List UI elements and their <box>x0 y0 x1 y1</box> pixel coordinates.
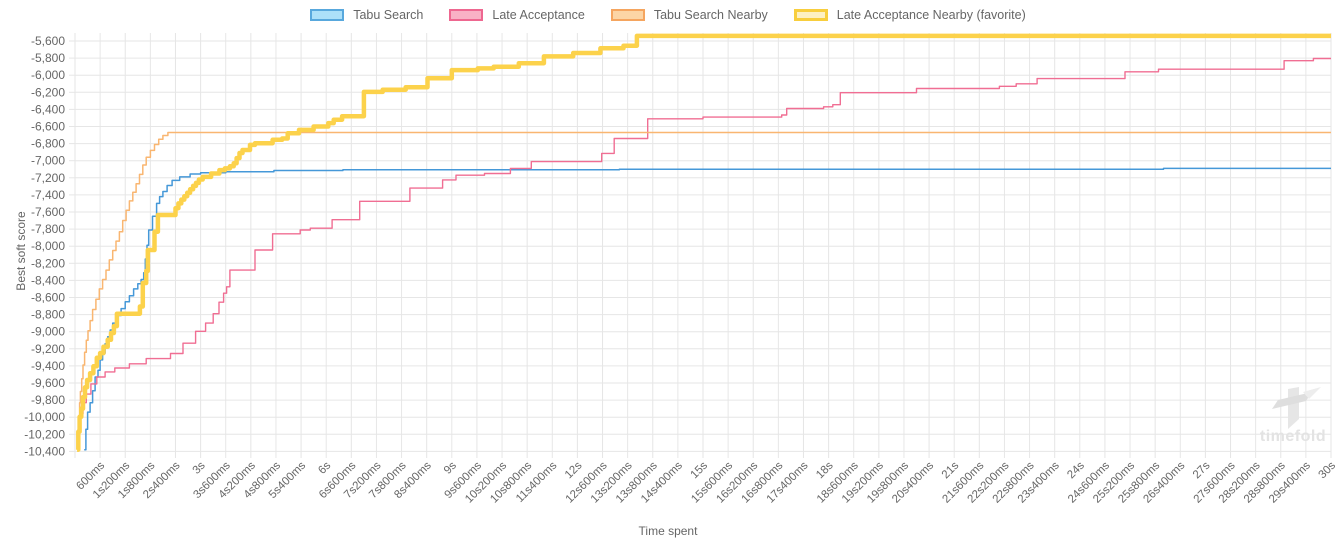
y-tick-label: -8,000 <box>31 239 65 253</box>
y-tick-label: -9,800 <box>31 393 65 407</box>
timefold-logo-icon <box>1303 387 1321 399</box>
series-line-late-acceptance <box>77 57 1331 448</box>
y-tick-label: -10,200 <box>24 427 65 441</box>
legend-swatch-icon <box>310 9 345 21</box>
y-tick-label: -6,400 <box>31 102 65 116</box>
legend-item-tabu-search-nearby[interactable]: Tabu Search Nearby <box>610 8 768 22</box>
y-tick-label: -7,600 <box>31 205 65 219</box>
legend-item-tabu-search[interactable]: Tabu Search <box>310 8 423 22</box>
y-tick-label: -5,600 <box>31 34 65 48</box>
y-tick-label: -10,000 <box>24 410 65 424</box>
y-tick-label: -9,000 <box>31 325 65 339</box>
legend-swatch-icon <box>793 9 828 21</box>
y-tick-label: -8,200 <box>31 256 65 270</box>
y-tick-label: -8,400 <box>31 273 65 287</box>
x-tick-label: 3s <box>191 459 208 476</box>
x-tick-label: 30s <box>1317 459 1336 481</box>
x-tick-label: 27s <box>1191 459 1213 481</box>
series-line-tabu-search <box>84 167 1331 451</box>
x-tick-label: 9s <box>442 459 459 476</box>
y-tick-label: -7,200 <box>31 171 65 185</box>
timefold-watermark-text: timefold <box>1259 428 1327 445</box>
y-tick-label: -8,800 <box>31 308 65 322</box>
y-tick-label: -7,400 <box>31 188 65 202</box>
y-tick-label: -8,600 <box>31 291 65 305</box>
y-tick-label: -9,200 <box>31 342 65 356</box>
series-line-tabu-search-nearby <box>77 131 1331 451</box>
legend-swatch-icon <box>610 9 645 21</box>
legend-item-label: Late Acceptance <box>492 8 585 22</box>
y-tick-label: -5,800 <box>31 51 65 65</box>
x-axis-title: Time spent <box>638 524 698 538</box>
legend-item-label: Tabu Search <box>353 8 424 22</box>
y-tick-label: -9,400 <box>31 359 65 373</box>
legend-item-label: Late Acceptance Nearby (favorite) <box>836 8 1026 22</box>
y-tick-label: -10,400 <box>24 444 65 458</box>
timefold-logo-icon <box>1288 387 1299 429</box>
x-tick-label: 24s <box>1065 459 1087 481</box>
x-tick-label: 15s <box>689 459 711 481</box>
timefold-logo-icon <box>1272 392 1312 409</box>
y-tick-label: -6,200 <box>31 85 65 99</box>
x-tick-label: 21s <box>940 459 962 481</box>
y-axis-title: Best soft score <box>14 211 28 291</box>
x-tick-label: 12s <box>563 459 585 481</box>
y-tick-label: -9,600 <box>31 376 65 390</box>
legend-swatch-icon <box>449 9 484 21</box>
y-tick-label: -7,000 <box>31 154 65 168</box>
legend-item-late-acceptance-nearby-favorite[interactable]: Late Acceptance Nearby (favorite) <box>793 8 1026 22</box>
chart-legend: Tabu Search Late Acceptance Tabu Search Ne… <box>0 8 1336 22</box>
y-tick-label: -6,800 <box>31 137 65 151</box>
series-line-late-acceptance-nearby-favorite <box>76 33 1331 452</box>
y-tick-label: -6,600 <box>31 120 65 134</box>
legend-item-late-acceptance[interactable]: Late Acceptance <box>449 8 585 22</box>
y-tick-label: -6,000 <box>31 68 65 82</box>
legend-item-label: Tabu Search Nearby <box>653 8 768 22</box>
x-tick-label: 18s <box>814 459 836 481</box>
y-tick-label: -7,800 <box>31 222 65 236</box>
x-tick-label: 6s <box>316 459 333 476</box>
